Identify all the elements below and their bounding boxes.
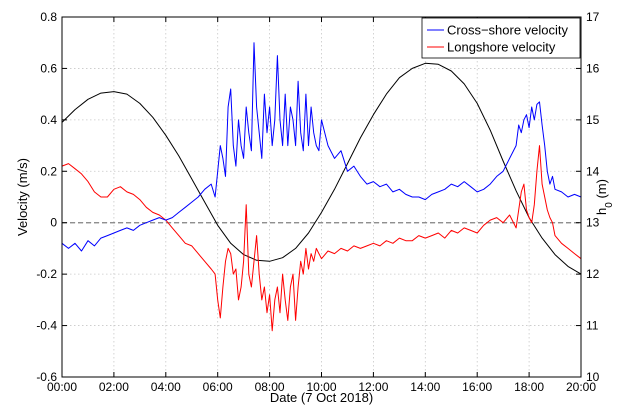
tick-marks [61,16,582,378]
y2-tick-label: 16 [586,61,600,75]
y-tick-label: 0.6 [40,61,57,75]
x-tick-label: 08:00 [255,380,285,394]
water-depth-line [61,62,582,275]
x-axis-label: Date (7 Oct 2018) [270,390,373,405]
y2-tick-label: 11 [586,319,599,333]
y-tick-label: 0.2 [40,164,57,178]
legend: Cross−shore velocity Longshore velocity [421,17,581,59]
y2-axis-label: h0 (m) [594,179,615,215]
y2-tick-label: 15 [586,113,600,127]
y-tick-label: 0.4 [40,113,57,127]
x-tick-label: 16:00 [462,380,492,394]
y-tick-labels: -0.6 -0.4 -0.2 0 0.2 0.4 0.6 0.8 [36,10,57,384]
legend-label-cross-shore: Cross−shore velocity [447,23,569,38]
y-axis-label: Velocity (m/s) [15,158,30,236]
cross-shore-velocity-line [61,42,582,252]
y2-tick-label: 14 [586,164,600,178]
grid-lines [62,17,581,377]
longshore-velocity-line [61,145,582,332]
x-tick-label: 00:00 [47,380,77,394]
plot-series-group [61,42,582,332]
legend-label-longshore: Longshore velocity [447,40,556,55]
y2-tick-label: 13 [586,216,600,230]
y-tick-label: -0.4 [36,319,57,333]
x-tick-label: 14:00 [410,380,440,394]
y2-tick-labels: 10 11 12 13 14 15 16 17 [586,10,600,384]
x-tick-label: 04:00 [151,380,181,394]
legend-box [421,17,581,59]
y-tick-label: -0.6 [36,370,57,384]
x-tick-label: 18:00 [514,380,544,394]
y2-tick-label: 17 [586,10,600,24]
x-tick-label: 02:00 [99,380,129,394]
x-tick-labels: 00:00 02:00 04:00 06:00 08:00 10:00 12:00 14:00… [47,380,596,394]
x-tick-label: 12:00 [358,380,388,394]
y-tick-label: 0 [50,216,57,230]
x-tick-label: 06:00 [203,380,233,394]
y2-tick-label: 12 [586,267,600,281]
x-tick-label: 20:00 [566,380,596,394]
y2-tick-label: 10 [586,370,600,384]
x-tick-label: 10:00 [306,380,336,394]
y-tick-label: -0.2 [36,267,57,281]
y-tick-label: 0.8 [40,10,57,24]
